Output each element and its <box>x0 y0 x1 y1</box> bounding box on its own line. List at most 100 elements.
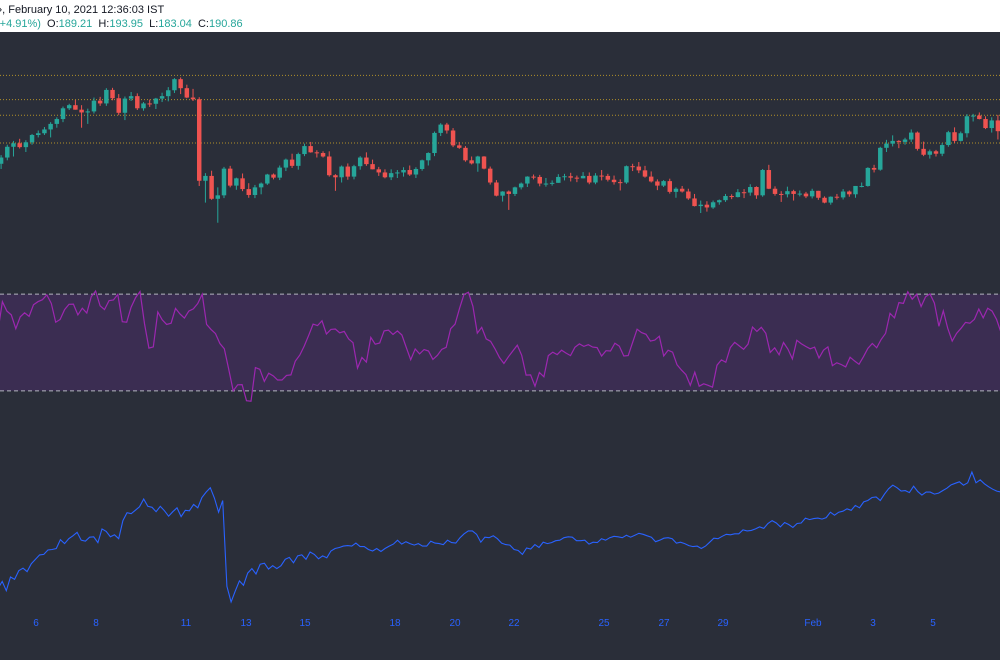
candlestick-series <box>0 77 1000 223</box>
candle-body <box>17 143 22 148</box>
candle-body <box>642 170 648 177</box>
candle-body <box>605 175 611 180</box>
candle-body <box>729 196 734 198</box>
candle-body <box>388 173 394 178</box>
candle-body <box>48 123 53 130</box>
chart-area[interactable]: 6 8 11 13 15 18 20 22 25 27 29 Feb 3 5 <box>0 32 1000 660</box>
candle-body <box>531 176 536 178</box>
candle-body <box>580 175 586 179</box>
candle-body <box>766 170 772 189</box>
candle-body <box>234 178 239 186</box>
candle-body <box>141 103 146 109</box>
candle-body <box>859 185 864 187</box>
candle-body <box>834 196 840 198</box>
candle-body <box>395 172 400 174</box>
candle-body <box>574 177 580 179</box>
candle-body <box>878 147 883 170</box>
candle-body <box>190 97 196 100</box>
candle-body <box>240 178 245 190</box>
candle-body <box>754 187 759 196</box>
candle-body <box>983 119 988 129</box>
candle-body <box>11 143 16 147</box>
candle-body <box>549 182 555 184</box>
candle-body <box>221 168 227 196</box>
candle-body <box>556 176 561 183</box>
candle-body <box>989 120 994 129</box>
candle-body <box>91 100 97 112</box>
candle-body <box>735 192 741 198</box>
time-axis-tick-label: 18 <box>389 618 401 629</box>
obv-panel <box>0 470 1000 604</box>
candle-body <box>661 181 666 186</box>
candle-body <box>816 190 821 198</box>
candle-body <box>618 182 623 184</box>
candle-body <box>314 152 320 154</box>
candle-body <box>444 124 450 131</box>
candle-body <box>500 191 505 196</box>
candle-body <box>60 108 66 120</box>
candle-body <box>822 197 827 203</box>
candle-body <box>970 115 976 117</box>
candle-body <box>345 166 351 177</box>
candle-body <box>587 175 592 183</box>
candle-body <box>933 151 939 154</box>
candle-body <box>964 116 970 134</box>
candle-body <box>884 143 889 148</box>
candle-body <box>772 188 778 194</box>
candle-body <box>128 96 134 99</box>
candle-body <box>952 132 957 141</box>
candle-body <box>463 147 468 161</box>
candle-body <box>921 148 926 155</box>
candle-body <box>543 183 549 185</box>
candle-body <box>0 157 4 164</box>
candle-body <box>611 179 617 183</box>
time-axis-tick-label: 27 <box>658 618 670 629</box>
time-axis-tick-label: 11 <box>181 618 192 629</box>
time-axis-tick-label: 5 <box>930 618 936 629</box>
candle-body <box>333 175 338 178</box>
candle-body <box>42 129 47 134</box>
candle-body <box>896 140 902 142</box>
candle-body <box>36 133 41 135</box>
candle-body <box>426 153 431 161</box>
candle-body <box>227 168 233 186</box>
candle-body <box>748 187 753 193</box>
candle-body <box>686 191 691 199</box>
candle-body <box>85 111 91 113</box>
candle-body <box>778 193 784 195</box>
candle-body <box>289 159 295 166</box>
rsi-line <box>0 289 1000 402</box>
time-axis-tick-label: 3 <box>870 618 876 629</box>
candle-body <box>104 89 109 104</box>
candle-body <box>73 105 78 110</box>
candle-body <box>927 151 933 155</box>
candle-body <box>135 96 140 109</box>
rsi-panel <box>0 289 1000 402</box>
candle-body <box>351 166 357 177</box>
low-value: 183.04 <box>158 18 192 30</box>
close-label: C: <box>197 18 209 30</box>
candle-body <box>357 157 363 167</box>
candle-body <box>54 119 60 124</box>
candle-body <box>457 145 462 148</box>
candle-body <box>939 145 945 154</box>
candle-body <box>717 200 722 203</box>
candle-body <box>159 96 165 99</box>
candle-body <box>958 133 963 141</box>
candle-body <box>537 176 542 184</box>
candle-body <box>723 196 728 201</box>
candle-body <box>302 146 307 155</box>
candle-body <box>296 154 301 166</box>
candle-body <box>283 159 289 168</box>
candle-body <box>624 166 629 183</box>
candle-body <box>172 79 177 91</box>
candle-body <box>791 191 796 194</box>
candle-body <box>215 195 221 199</box>
close-value: 190.86 <box>208 18 243 30</box>
candle-body <box>246 189 251 195</box>
chart-header: », February 10, 2021 12:36:03 IST (+4.91… <box>0 0 1000 32</box>
candle-body <box>692 198 697 207</box>
chart-canvas[interactable]: 6 8 11 13 15 18 20 22 25 27 29 Feb 3 5 <box>0 32 1000 660</box>
candle-body <box>5 146 10 158</box>
candle-body <box>432 132 437 154</box>
